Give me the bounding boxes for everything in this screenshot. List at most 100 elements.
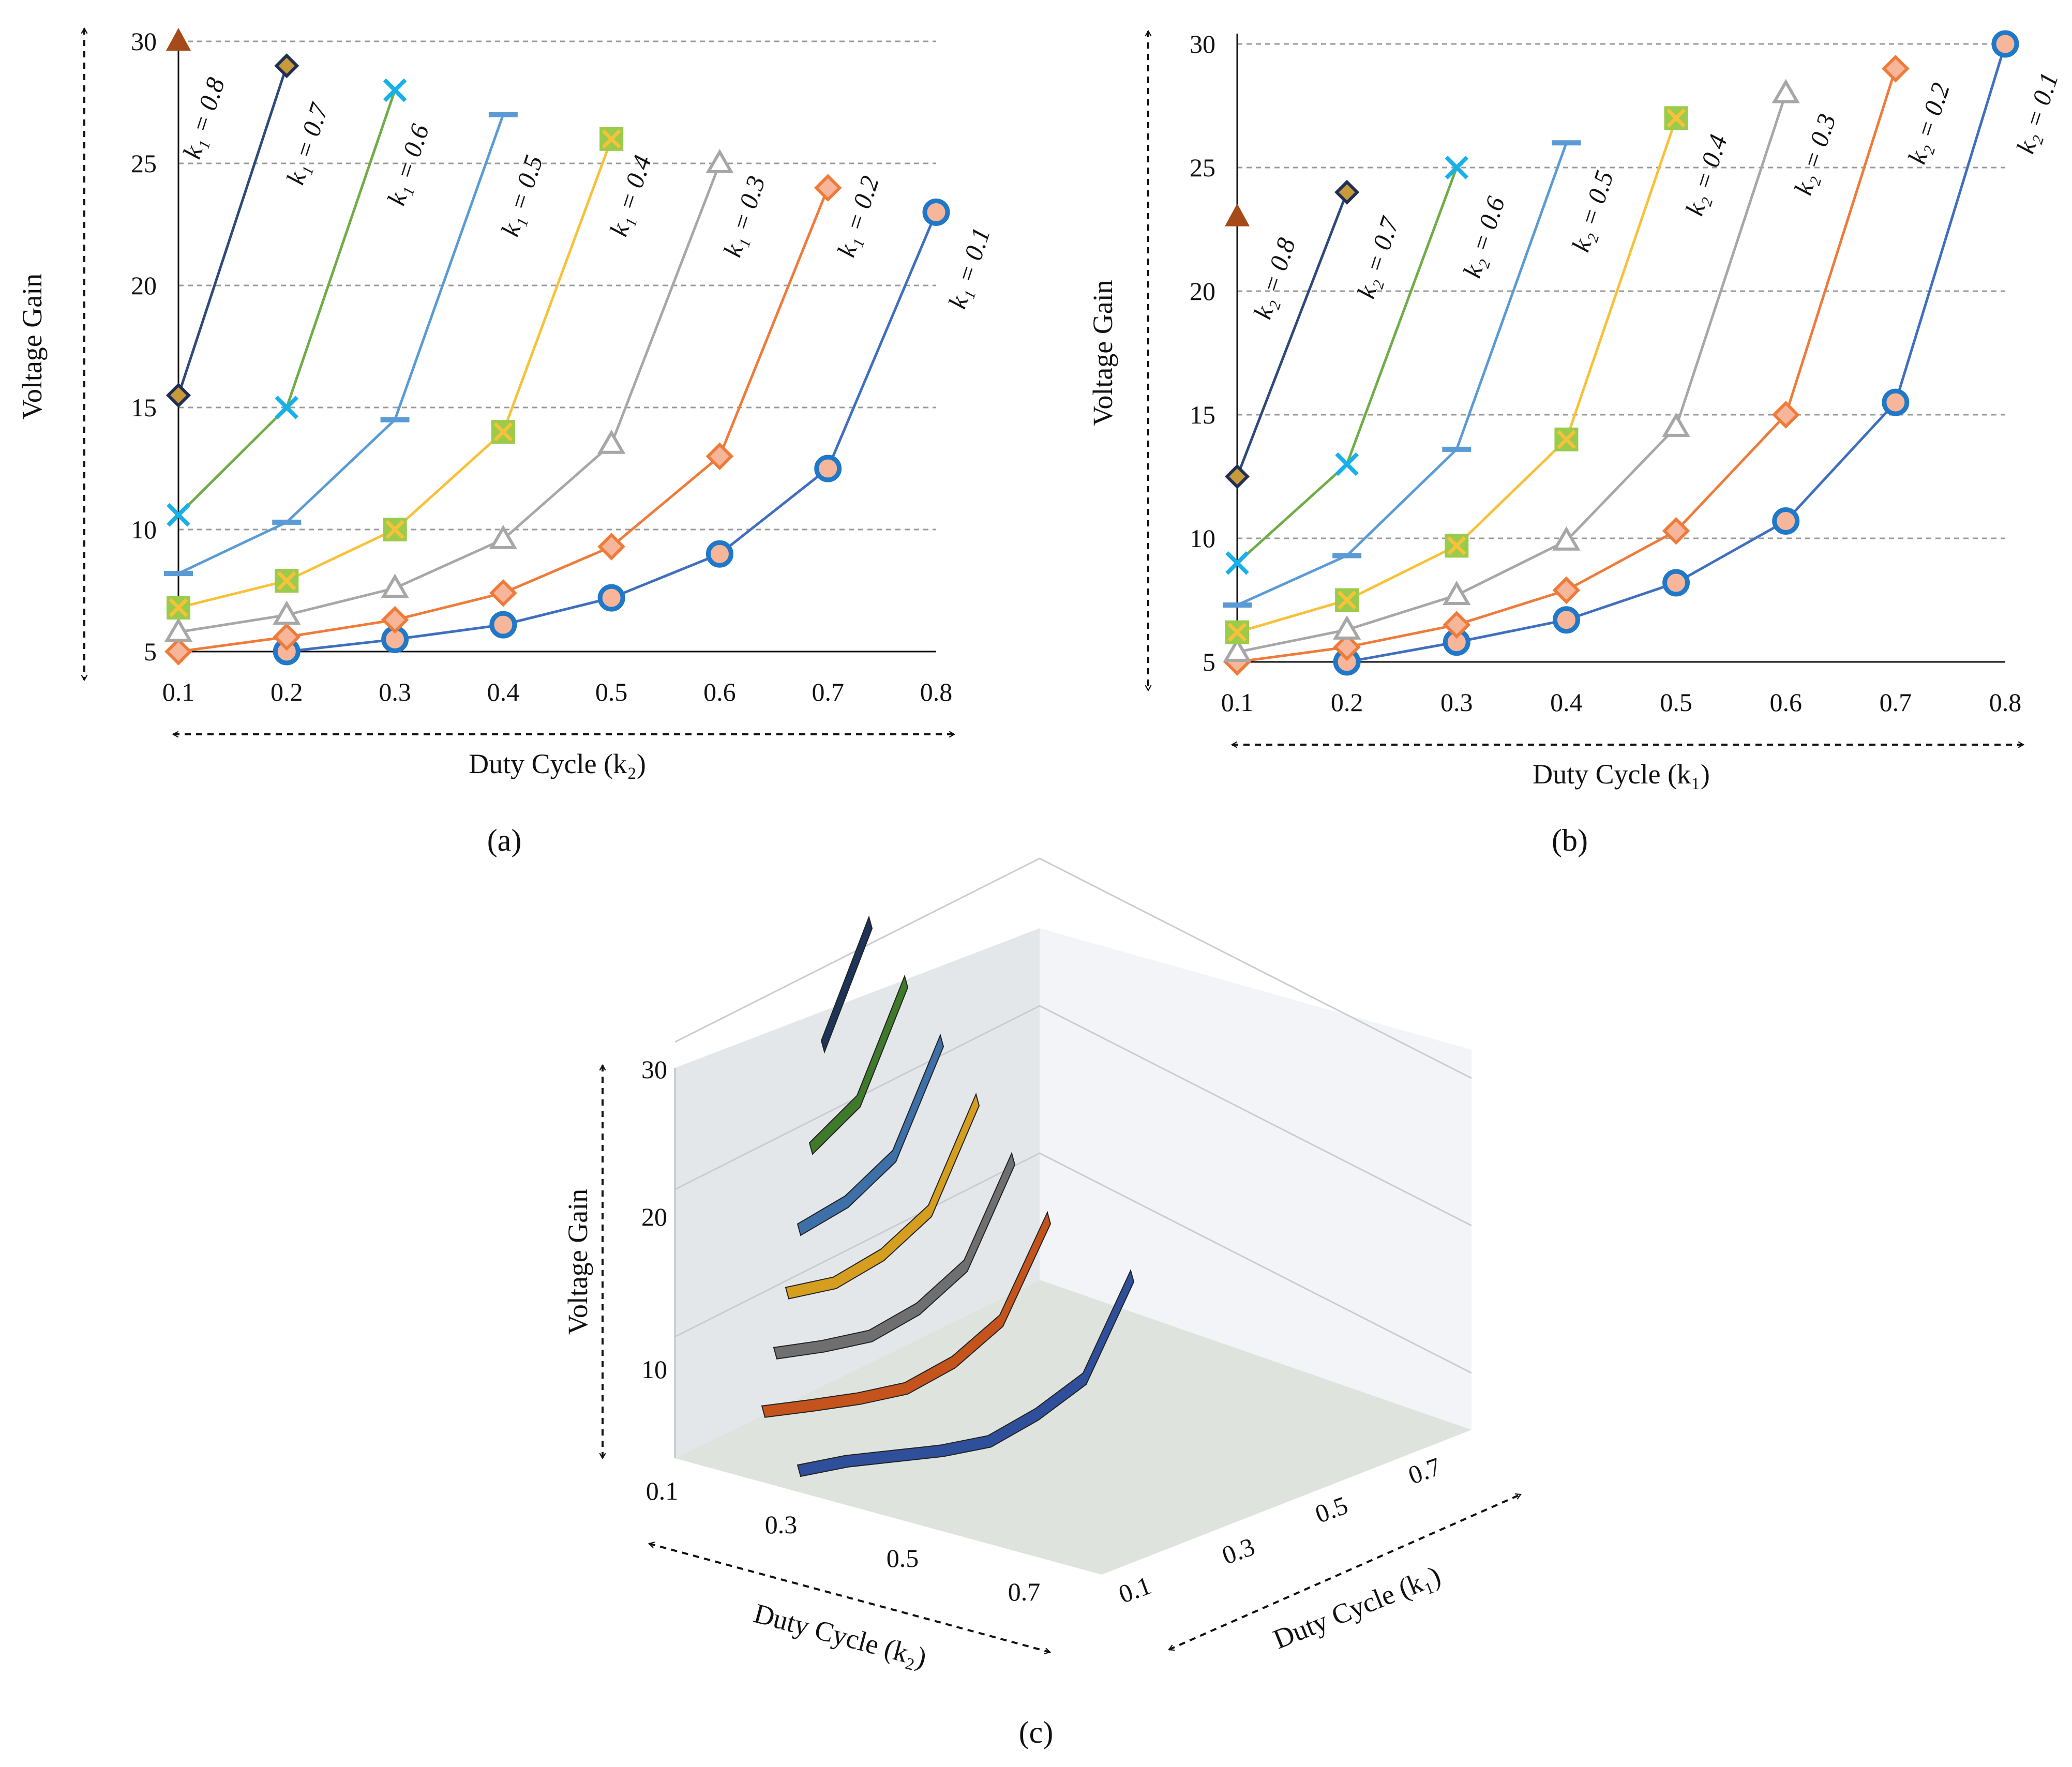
marker-2-5 [1771,79,1800,103]
marker-0-5 [814,455,842,482]
panel-c-3d-chart: 10 20 30 Voltage Gain 0.1 0.3 0.5 0.7 Duty Cycle… [562,857,1522,1673]
x-tick-label: 0.6 [1769,688,1802,717]
y-tick-label: 20 [1190,277,1215,306]
marker-0-3 [1662,569,1690,597]
x-axis-label: Duty Cycle (k₂) [469,748,646,779]
marker-3-4-x [1666,108,1686,128]
marker-5-0 [167,503,190,527]
z-tick-label: 10 [641,1355,667,1384]
y-tick-label: 30 [131,27,157,56]
series-line-4 [177,114,505,575]
marker-1-2 [1443,611,1471,639]
marker-2-1 [273,600,301,625]
x-tick-label: 0.5 [595,677,628,706]
y-tick-label: 15 [1190,400,1215,429]
marker-0-6 [922,198,950,226]
marker-2-5 [705,149,734,173]
series-label-0: k₂ = 0.1 [2010,69,2064,157]
ribbon-5 [808,974,909,1155]
series-label-4: k₁ = 0.5 [495,152,548,239]
series-label-5: k₁ = 0.6 [381,120,434,208]
marker-5-2 [1445,156,1469,179]
marker-0-4 [1772,507,1800,535]
marker-2-0 [1223,637,1252,662]
z-axis-label: Voltage Gain [562,1189,593,1335]
x-axis-label: Duty Cycle (k₂) [750,1597,930,1673]
marker-0-4 [705,540,733,568]
y-tick-label: 15 [131,393,157,422]
marker-3-3-x [1556,430,1576,449]
marker-2-4 [597,429,626,454]
marker-0-2 [489,611,517,639]
marker-1-3 [1552,576,1581,605]
x-tick-label: 0.7 [1008,1577,1041,1606]
marker-7-0 [166,28,191,51]
marker-6-0 [166,383,191,408]
x-tick-label: 0.3 [1440,688,1473,717]
marker-3-0-x [1227,623,1247,642]
marker-3-2-x [1447,536,1466,555]
y-tick-label: 0.3 [1218,1532,1258,1570]
marker-1-0 [164,638,192,666]
series-line-6 [177,65,288,396]
caption-a: (a) [487,823,522,857]
series-label-2: k₂ = 0.3 [1788,110,1841,198]
x-tick-label: 0.1 [1221,688,1254,717]
wall-gridline [674,1152,1472,1374]
caption-b: (b) [1552,823,1588,857]
marker-2-2 [381,573,409,598]
caption-c: (c) [1019,1715,1054,1749]
series-label-5: k₂ = 0.6 [1457,193,1510,281]
ribbon-4 [797,1033,944,1236]
marker-1-6 [1881,54,1910,83]
x-arrow [648,1542,1052,1654]
series-line-1 [1237,68,1897,663]
x-tick-label: 0.3 [379,677,411,706]
series-label-3: k₂ = 0.4 [1679,131,1733,219]
marker-6-1 [274,53,299,79]
x-tick-label: 0.2 [1331,688,1363,717]
x-tick-label: 0.5 [887,1544,919,1573]
marker-1-1 [273,623,301,651]
series-line-2 [1237,93,1788,654]
z-tick-label: 20 [641,1202,667,1231]
marker-1-4 [597,533,626,561]
marker-3-2-x [385,520,405,539]
series-line-6 [1236,191,1348,477]
series-label-6: k₂ = 0.7 [1351,213,1405,301]
marker-1-2 [381,606,409,634]
marker-2-4 [1662,412,1690,437]
y-tick-label: 30 [1190,29,1215,58]
y-tick-label: 5 [144,637,157,666]
x-tick-label: 0.4 [1550,688,1583,717]
x-axis-label: Duty Cycle (k₁) [1533,759,1710,790]
x-tick-label: 0.7 [812,677,844,706]
marker-2-3 [1552,526,1581,551]
x-tick-label: 0.8 [920,677,953,706]
marker-5-1 [275,396,299,419]
x-tick-label: 0.2 [271,677,303,706]
x-tick-label: 0.4 [487,677,520,706]
ribbon-0 [797,1268,1135,1477]
x-tick-label: 0.6 [703,677,736,706]
marker-3-1-x [1337,591,1357,610]
y-axis-label: Duty Cycle (k₁) [1269,1560,1445,1655]
x-tick-label: 0.3 [765,1510,798,1539]
marker-1-1 [1333,633,1361,661]
series-label-7: k₂ = 0.8 [1248,234,1301,322]
series-line-5 [1236,167,1458,564]
x-tick-label: 0.1 [162,677,195,706]
marker-1-5 [705,442,734,471]
marker-0-5 [1882,388,1910,416]
marker-0-2 [1552,606,1580,634]
series-line-2 [178,163,721,633]
y-tick-label: 0.1 [1115,1570,1155,1609]
y-tick-label: 25 [1190,153,1215,182]
marker-1-6 [814,174,842,202]
series-label-7: k₁ = 0.8 [177,74,230,162]
wall-gridline [674,857,1472,1079]
marker-6-1 [1334,179,1360,205]
series-label-1: k₂ = 0.2 [1902,79,1955,167]
y-axis-label: Voltage Gain [17,274,48,419]
